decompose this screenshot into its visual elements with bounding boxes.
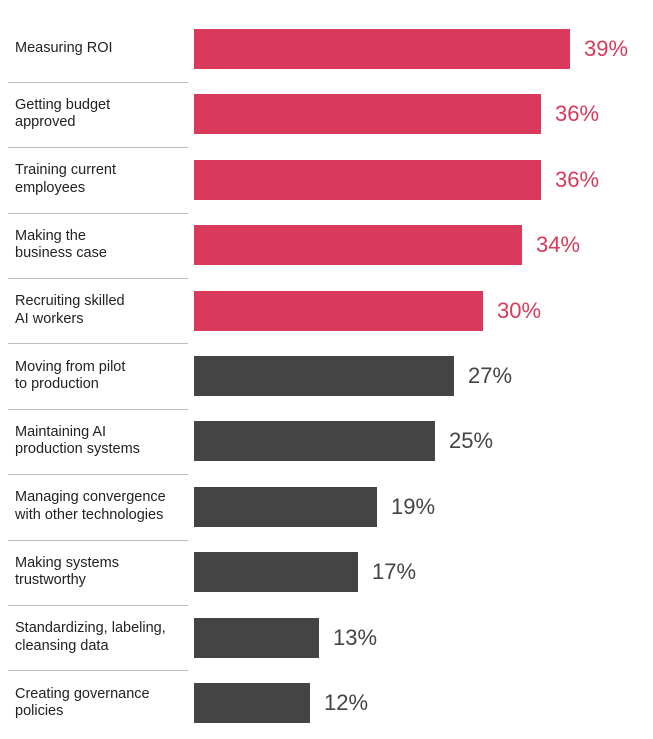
row-divider	[8, 670, 188, 671]
row-divider	[8, 540, 188, 541]
category-label-line: Managing convergence	[15, 489, 166, 506]
bar	[194, 291, 483, 331]
row-divider	[8, 213, 188, 214]
value-label: 39%	[584, 36, 629, 61]
category-label: Measuring ROI	[15, 27, 193, 71]
category-label: Making systems trustworthy	[15, 550, 193, 594]
category-label-line: Making the	[15, 227, 86, 244]
category-label: Standardizing, labeling, cleansing data	[15, 616, 193, 660]
category-label: Maintaining AI production systems	[15, 419, 193, 463]
category-label: Making the business case	[15, 223, 193, 267]
category-label-line: Training current	[15, 162, 117, 179]
category-label-line: to production	[15, 376, 99, 392]
bar	[194, 94, 541, 134]
category-label-line: cleansing data	[15, 637, 109, 654]
category-label-line: with other technologies	[15, 506, 164, 523]
category-label-line: employees	[15, 179, 86, 196]
value-label: 36%	[555, 167, 600, 192]
category-label-line: Creating governance	[15, 685, 150, 702]
category-label-line: production systems	[15, 441, 140, 458]
row-divider	[8, 474, 188, 475]
bar	[194, 421, 435, 461]
bar	[194, 618, 319, 658]
bar	[194, 552, 358, 592]
bar	[194, 683, 310, 723]
category-label: Training current employees	[15, 158, 193, 202]
value-label: 27%	[468, 363, 513, 388]
row-divider	[8, 409, 188, 410]
category-label-line: approved	[15, 114, 76, 131]
bar	[194, 225, 522, 265]
category-label-line: AI workers	[15, 310, 84, 327]
category-label-line: Maintaining AI	[15, 423, 107, 440]
value-label: 25%	[449, 428, 494, 453]
value-label: 36%	[555, 101, 600, 126]
category-label-line: Making systems	[15, 554, 119, 571]
category-label-line: Getting budget	[15, 96, 111, 113]
row-divider	[8, 147, 188, 148]
row-divider	[8, 343, 188, 344]
category-label-line: Measuring ROI	[15, 40, 113, 57]
value-label: 34%	[536, 232, 581, 257]
row-divider	[8, 278, 188, 279]
bar	[194, 487, 377, 527]
category-label-line: policies	[15, 703, 64, 719]
bar	[194, 29, 570, 69]
category-label-line: Standardizing, labeling,	[15, 620, 166, 637]
category-label-line: Recruiting skilled	[15, 293, 125, 310]
category-label: Getting budget approved	[15, 92, 193, 136]
value-label: 12%	[324, 690, 369, 715]
category-label-line: Moving from pilot	[15, 358, 126, 375]
value-label: 30%	[497, 298, 542, 323]
row-divider	[8, 82, 188, 83]
bar	[194, 356, 454, 396]
category-label-line: business case	[15, 245, 107, 262]
value-label: 17%	[372, 559, 417, 584]
row-divider	[8, 605, 188, 606]
category-label: Recruiting skilled AI workers	[15, 289, 193, 333]
bar	[194, 160, 541, 200]
category-label: Creating governance policies	[15, 681, 193, 725]
category-label: Moving from pilot to production	[15, 354, 193, 398]
category-label-line: trustworthy	[15, 572, 86, 589]
value-label: 13%	[333, 625, 378, 650]
value-label: 19%	[391, 494, 436, 519]
category-label: Managing convergence with other technolog…	[15, 485, 193, 529]
